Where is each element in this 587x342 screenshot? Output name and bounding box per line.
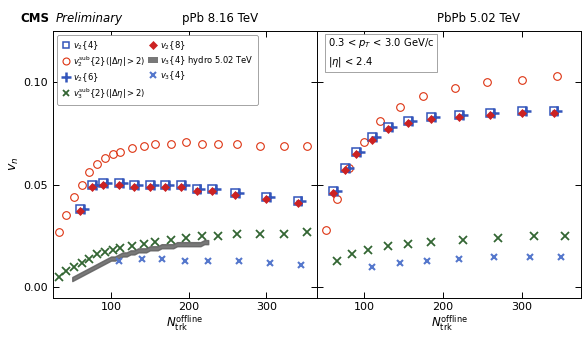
Text: Preliminary: Preliminary bbox=[56, 12, 123, 25]
Text: pPb 8.16 TeV: pPb 8.16 TeV bbox=[182, 12, 258, 25]
Legend: $v_2\{4\}$, $v_2^\mathrm{sub}\{2\}(|\Delta\eta|>2)$, $v_2\{6\}$, $v_3^\mathrm{su: $v_2\{4\}$, $v_2^\mathrm{sub}\{2\}(|\Del… bbox=[57, 35, 258, 105]
X-axis label: $N_\mathrm{trk}^\mathrm{offline}$: $N_\mathrm{trk}^\mathrm{offline}$ bbox=[431, 314, 467, 333]
X-axis label: $N_\mathrm{trk}^\mathrm{offline}$: $N_\mathrm{trk}^\mathrm{offline}$ bbox=[167, 314, 203, 333]
Text: PbPb 5.02 TeV: PbPb 5.02 TeV bbox=[437, 12, 520, 25]
Text: 0.3 < $p_T$ < 3.0 GeV/c
$|\eta|$ < 2.4: 0.3 < $p_T$ < 3.0 GeV/c $|\eta|$ < 2.4 bbox=[328, 36, 434, 69]
Text: CMS: CMS bbox=[21, 12, 49, 25]
Y-axis label: $v_n$: $v_n$ bbox=[8, 157, 21, 171]
